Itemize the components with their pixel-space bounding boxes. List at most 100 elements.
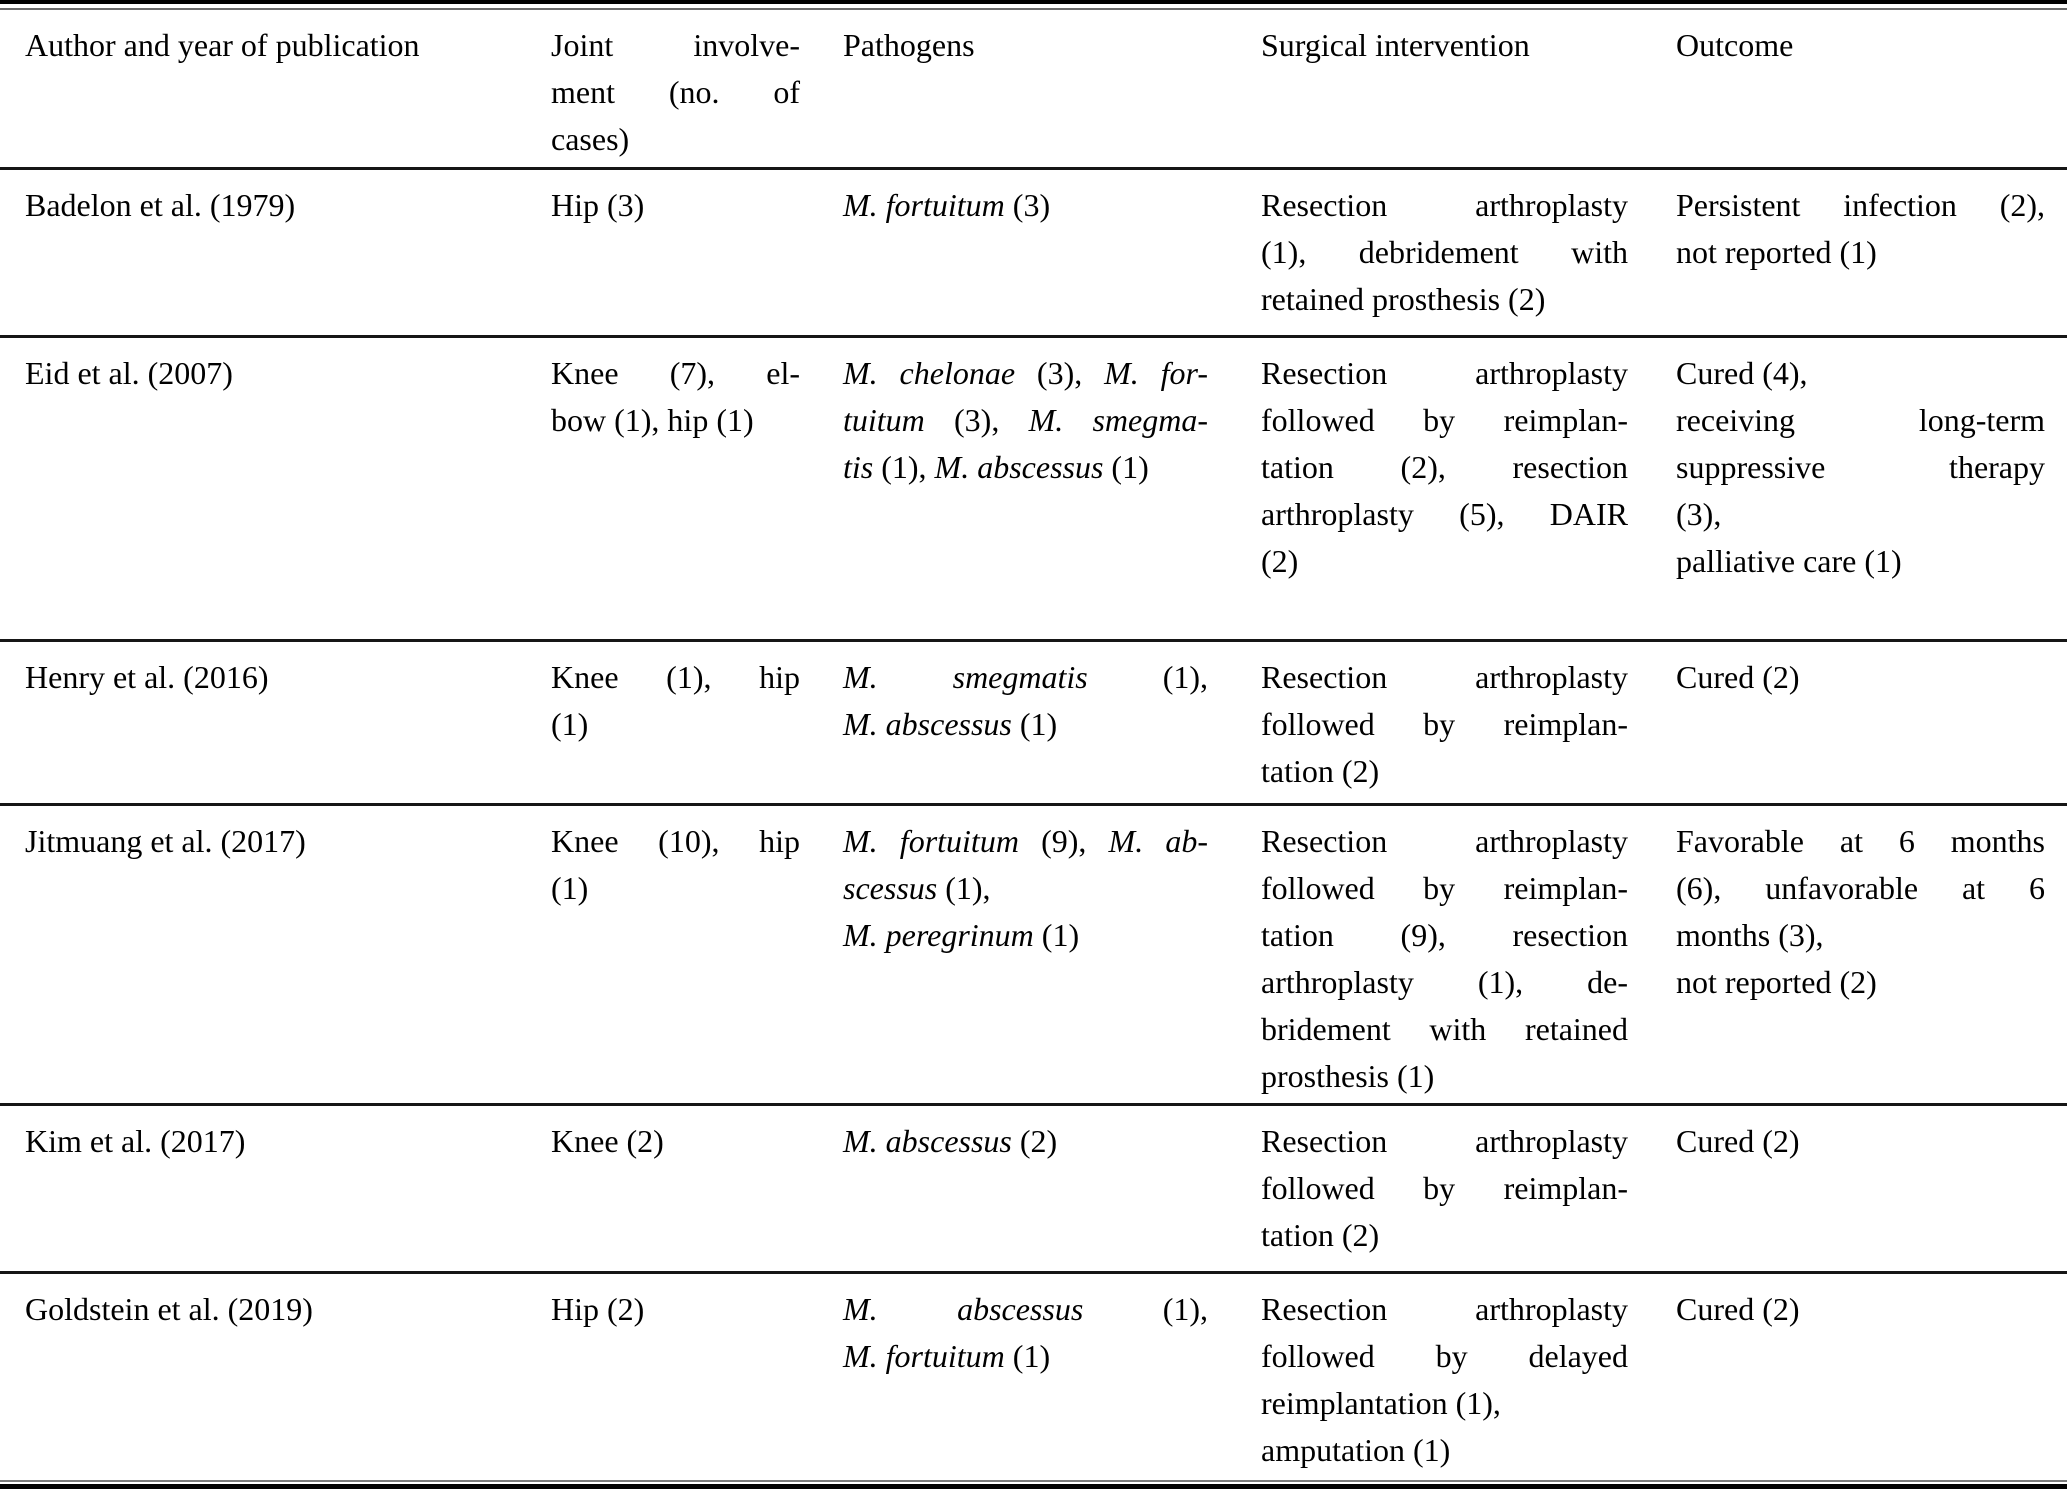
cell-line: tation (2) — [1261, 1216, 1380, 1253]
table-top-rule-thick — [0, 0, 2067, 4]
cell-line: Cured (2) — [1676, 658, 1800, 695]
cell-line: Goldstein et al. (2019) — [25, 1290, 313, 1327]
cell-line: tation (2) — [1261, 752, 1380, 789]
cell-line: ment (no. of — [551, 74, 800, 110]
cell-line: Hip (2) — [551, 1290, 645, 1327]
cell-surgical: Resection arthroplasty followed by reimpl… — [1261, 336, 1676, 640]
cell-line: M. fortuitum (9), M. ab- — [843, 822, 1209, 859]
cell-line: followed by reimplan- — [1261, 401, 1628, 438]
species-name-italic: M. for- — [1104, 354, 1209, 391]
cell-joint: Knee (1), hip (1) — [551, 640, 843, 804]
cell-joint: Hip (2) — [551, 1272, 843, 1480]
cell-line: tuitum (3), M. smegma- — [843, 401, 1209, 438]
cell-line: bow (1), hip (1) — [551, 401, 754, 438]
species-name-italic: M. ab- — [1108, 822, 1209, 859]
cell-outcome: Favorable at 6 months (6), unfavorable at… — [1676, 804, 2067, 1104]
cell-line: M. smegmatis (1), — [843, 658, 1209, 695]
species-name-italic: M. abscessus — [843, 1122, 1012, 1159]
cell-line: (3), — [1676, 495, 1722, 532]
table-bottom-rule-gap — [0, 1482, 2067, 1484]
cell-line: prosthesis (1) — [1261, 1057, 1435, 1094]
species-name-italic: M. peregrinum — [843, 916, 1034, 953]
cell-line: Hip (3) — [551, 186, 645, 223]
cell-joint: Hip (3) — [551, 168, 843, 336]
species-name-italic: M. chelonae — [843, 354, 1016, 391]
cell-line: Cured (2) — [1676, 1122, 1800, 1159]
cell-line: reimplantation (1), — [1261, 1384, 1501, 1421]
cell-line: suppressive therapy — [1676, 448, 2045, 485]
cell-author: Badelon et al. (1979) — [0, 168, 551, 336]
species-name-italic: M. smegmatis — [843, 658, 1088, 695]
cell-line: scessus (1), — [843, 869, 991, 906]
cell-line: Jitmuang et al. (2017) — [25, 822, 306, 859]
cell-line: Resection arthroplasty — [1261, 354, 1628, 391]
species-name-italic: M. abscessus — [843, 1290, 1084, 1327]
cell-line: Surgical intervention — [1261, 27, 1530, 63]
species-name-italic: tuitum — [843, 401, 925, 438]
cell-line: amputation (1) — [1261, 1431, 1451, 1468]
cell-joint: Knee (7), el-bow (1), hip (1) — [551, 336, 843, 640]
cell-line: retained prosthesis (2) — [1261, 280, 1546, 317]
cell-line: Resection arthroplasty — [1261, 658, 1628, 695]
cell-pathogens: M. smegmatis (1), M. abscessus (1) — [843, 640, 1261, 804]
cell-line: bridement with retained — [1261, 1010, 1628, 1047]
cell-line: Henry et al. (2016) — [25, 658, 269, 695]
cell-author: Eid et al. (2007) — [0, 336, 551, 640]
cell-line: Knee (10), hip — [551, 822, 800, 859]
cell-outcome: Cured (2) — [1676, 1104, 2067, 1272]
cell-surgical: Resection arthroplasty followed by delaye… — [1261, 1272, 1676, 1480]
cell-line: M. abscessus (1), — [843, 1290, 1208, 1327]
species-name-italic: tis — [843, 448, 874, 485]
table-row: Badelon et al. (1979) Hip (3) M. fortuitum… — [0, 168, 2067, 336]
cell-line: Knee (2) — [551, 1122, 664, 1159]
cell-line: M. abscessus (2) — [843, 1122, 1058, 1159]
cell-line: M. chelonae (3), M. for- — [843, 354, 1209, 391]
col-header-pathogens: Pathogens — [843, 10, 1261, 168]
cell-line: receiving long-term — [1676, 401, 2045, 438]
table-bottom-rule-thick — [0, 1484, 2067, 1489]
col-header-joint: Joint involve-ment (no. of cases) — [551, 10, 843, 168]
cell-line: Resection arthroplasty — [1261, 1290, 1628, 1327]
cell-surgical: Resection arthroplasty followed by reimpl… — [1261, 1104, 1676, 1272]
cell-line: Cured (4), — [1676, 354, 1808, 391]
cell-line: Knee (7), el- — [551, 354, 800, 391]
cell-line: palliative care (1) — [1676, 542, 1902, 579]
cell-line: cases) — [551, 121, 630, 157]
cell-pathogens: M. fortuitum (9), M. ab-scessus (1), M. p… — [843, 804, 1261, 1104]
cell-line: M. fortuitum (3) — [843, 186, 1051, 223]
cell-line: Resection arthroplasty — [1261, 186, 1628, 223]
table-row: Henry et al. (2016) Knee (1), hip (1) M. sm… — [0, 640, 2067, 804]
cell-line: Cured (2) — [1676, 1290, 1800, 1327]
cell-line: arthroplasty (1), de- — [1261, 963, 1628, 1000]
cell-line: Resection arthroplasty — [1261, 822, 1628, 859]
cell-pathogens: M. fortuitum (3) — [843, 168, 1261, 336]
cell-line: M. abscessus (1) — [843, 705, 1058, 742]
cell-line: tation (9), resection — [1261, 916, 1628, 953]
cell-line: not reported (2) — [1676, 963, 1877, 1000]
cell-line: tation (2), resection — [1261, 448, 1628, 485]
cell-line: (1), debridement with — [1261, 233, 1628, 270]
cell-line: followed by reimplan- — [1261, 705, 1628, 742]
cell-line: followed by reimplan- — [1261, 1169, 1628, 1206]
cell-line: Favorable at 6 months — [1676, 822, 2045, 859]
cell-line: Resection arthroplasty — [1261, 1122, 1628, 1159]
cell-joint: Knee (2) — [551, 1104, 843, 1272]
cell-line: not reported (1) — [1676, 233, 1877, 270]
cell-line: Kim et al. (2017) — [25, 1122, 246, 1159]
cell-line: (2) — [1261, 542, 1299, 579]
cell-line: followed by delayed — [1261, 1337, 1628, 1374]
cell-author: Kim et al. (2017) — [0, 1104, 551, 1272]
cell-line: arthroplasty (5), DAIR — [1261, 495, 1628, 532]
table-top-rule-thin — [0, 8, 2067, 10]
table-row: Goldstein et al. (2019) Hip (2) M. abscess… — [0, 1272, 2067, 1480]
table-bottom-rule-thin — [0, 1480, 2067, 1482]
cell-line: M. peregrinum (1) — [843, 916, 1080, 953]
cell-pathogens: M. chelonae (3), M. for-tuitum (3), M. s… — [843, 336, 1261, 640]
cell-line: Outcome — [1676, 27, 1794, 63]
cell-line: Knee (1), hip — [551, 658, 800, 695]
species-name-italic: M. fortuitum — [843, 822, 1019, 859]
cell-line: Pathogens — [843, 27, 975, 63]
cell-surgical: Resection arthroplasty followed by reimpl… — [1261, 804, 1676, 1104]
cell-line: Eid et al. (2007) — [25, 354, 233, 391]
species-name-italic: M. abscessus — [934, 448, 1104, 485]
